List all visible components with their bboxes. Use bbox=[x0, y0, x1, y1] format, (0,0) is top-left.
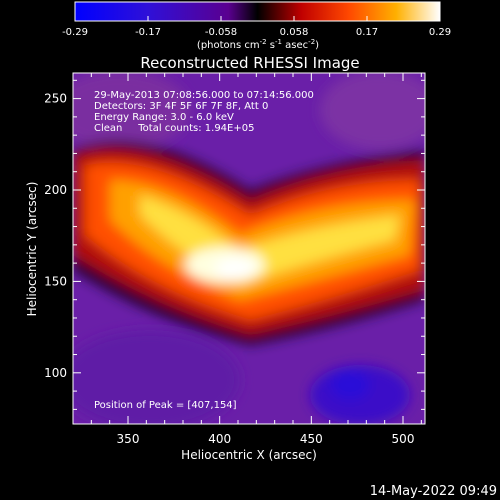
annotation-detectors: Detectors: 3F 4F 5F 6F 7F 8F, Att 0 bbox=[94, 101, 268, 112]
x-tick-label: 500 bbox=[392, 432, 415, 446]
colorbar-tick-label: 0.17 bbox=[356, 27, 378, 38]
x-tick-label: 400 bbox=[208, 432, 231, 446]
y-axis-label: Heliocentric Y (arcsec) bbox=[25, 182, 39, 317]
colorbar-tick-label: -0.17 bbox=[135, 27, 161, 38]
annotation-clean: Clean Total counts: 1.94E+05 bbox=[94, 123, 254, 134]
colorbar-units: (photons cm-2 s-1 asec-2) bbox=[197, 38, 319, 51]
y-tick-label: 250 bbox=[44, 92, 67, 106]
chart-title: Reconstructed RHESSI Image bbox=[140, 54, 359, 72]
x-tick-label: 350 bbox=[117, 432, 140, 446]
colorbar-tick-label: 0.29 bbox=[429, 27, 451, 38]
footer-timestamp: 14-May-2022 09:49 bbox=[370, 484, 497, 499]
x-axis-label: Heliocentric X (arcsec) bbox=[181, 448, 317, 462]
colorbar-gradient bbox=[74, 1, 441, 22]
x-axis-ticks: 350 400 450 500 bbox=[90, 73, 422, 446]
y-tick-label: 150 bbox=[44, 274, 67, 288]
colorbar-ticks: -0.29 -0.17 -0.058 0.058 0.17 0.29 bbox=[62, 16, 451, 38]
colorbar-tick-label: 0.058 bbox=[280, 27, 309, 38]
heatmap-image bbox=[73, 73, 425, 424]
plot-frame bbox=[72, 72, 426, 425]
colorbar-tick-label: -0.29 bbox=[62, 27, 88, 38]
image-annotation: 29-May-2013 07:08:56.000 to 07:14:56.000… bbox=[94, 90, 314, 411]
annotation-peak: Position of Peak = [407,154] bbox=[94, 400, 237, 411]
y-tick-label: 100 bbox=[44, 366, 67, 380]
colorbar: -0.29 -0.17 -0.058 0.058 0.17 0.29 (photons c… bbox=[62, 1, 451, 51]
annotation-energy: Energy Range: 3.0 - 6.0 keV bbox=[94, 112, 234, 123]
y-tick-label: 200 bbox=[44, 183, 67, 197]
y-axis-ticks: 100 150 200 250 bbox=[44, 79, 425, 410]
annotation-time: 29-May-2013 07:08:56.000 to 07:14:56.000 bbox=[94, 90, 314, 101]
colorbar-tick-label: -0.058 bbox=[205, 27, 237, 38]
x-tick-label: 450 bbox=[300, 432, 323, 446]
